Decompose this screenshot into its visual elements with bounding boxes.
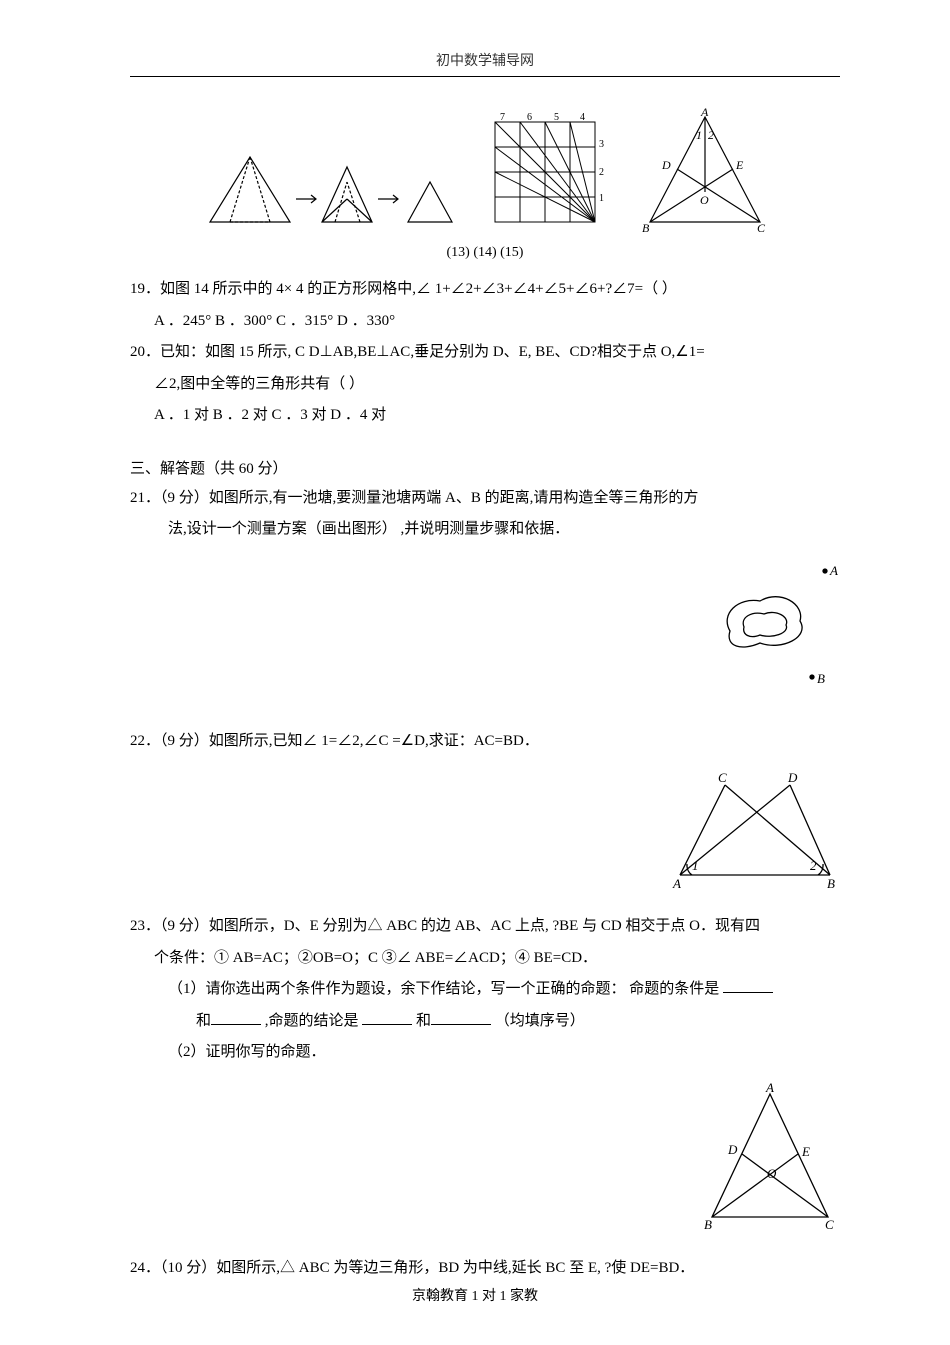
svg-text:3: 3 bbox=[599, 139, 604, 150]
q20-options: A ．1 对 B ．2 对 C ．3 对 D ．4 对 bbox=[130, 403, 840, 429]
svg-text:5: 5 bbox=[554, 112, 559, 123]
blank-3 bbox=[362, 1010, 412, 1025]
svg-text:6: 6 bbox=[527, 112, 532, 123]
q23-l3a: （1）请你选出两个条件作为题设，余下作结论，写一个正确的命题： 命题的条件是 bbox=[168, 981, 723, 997]
blank-1 bbox=[723, 978, 773, 993]
figure-23: A B C D E O bbox=[700, 1082, 840, 1232]
page-header: 初中数学辅导网 bbox=[130, 50, 840, 70]
q19-stem: 19．如图 14 所示中的 4× 4 的正方形网格中,∠ 1+∠2+∠3+∠4+… bbox=[130, 277, 840, 303]
q23-line3: （1）请你选出两个条件作为题设，余下作结论，写一个正确的命题： 命题的条件是 bbox=[130, 977, 840, 1003]
svg-text:C: C bbox=[825, 1217, 834, 1232]
blank-2 bbox=[211, 1010, 261, 1025]
svg-text:1: 1 bbox=[696, 128, 702, 142]
svg-text:O: O bbox=[700, 193, 709, 207]
svg-text:2: 2 bbox=[810, 858, 817, 873]
q21-line2: 法,设计一个测量方案（画出图形） ,并说明测量步骤和依据． bbox=[130, 517, 840, 543]
svg-text:A: A bbox=[765, 1082, 774, 1095]
svg-text:B: B bbox=[817, 671, 825, 686]
svg-text:7: 7 bbox=[500, 112, 505, 123]
svg-text:A: A bbox=[829, 563, 838, 578]
svg-text:C: C bbox=[718, 770, 727, 785]
q23-line1: 23．（9 分）如图所示，D、E 分别为△ ABC 的边 AB、AC 上点, ?… bbox=[130, 914, 840, 940]
svg-text:B: B bbox=[827, 876, 835, 890]
figure-21: A B bbox=[710, 559, 840, 689]
q20-stem-1: 20．已知：如图 15 所示, C D⊥AB,BE⊥AC,垂足分别为 D、E, … bbox=[130, 340, 840, 366]
figure-13 bbox=[200, 127, 460, 237]
svg-text:2: 2 bbox=[708, 128, 714, 142]
figure-15: A B C D E O 1 2 bbox=[640, 107, 770, 237]
svg-text:1: 1 bbox=[599, 193, 604, 204]
header-underline bbox=[130, 76, 840, 77]
svg-text:A: A bbox=[700, 107, 709, 119]
q23-line2: 个条件：① AB=AC；②OB=O；C ③∠ ABE=∠ACD；④ BE=CD． bbox=[130, 946, 840, 972]
q23-line4: （2）证明你写的命题． bbox=[130, 1040, 840, 1066]
q20-stem-2: ∠2,图中全等的三角形共有（ ） bbox=[130, 372, 840, 398]
svg-text:2: 2 bbox=[599, 167, 604, 178]
page-footer: 京翰教育 1 对 1 家教 bbox=[0, 1285, 950, 1305]
svg-text:D: D bbox=[661, 158, 671, 172]
svg-text:1: 1 bbox=[692, 858, 699, 873]
svg-text:C: C bbox=[757, 221, 766, 235]
svg-text:B: B bbox=[642, 221, 650, 235]
svg-text:E: E bbox=[735, 158, 744, 172]
svg-text:D: D bbox=[727, 1142, 738, 1157]
figure-22: A B C D 1 2 bbox=[670, 770, 840, 890]
figure-14: 7 6 5 4 3 2 1 bbox=[480, 107, 620, 237]
figures-caption: (13) (14) (15) bbox=[130, 245, 840, 261]
q23-line3b: 和 ,命题的结论是 和 （均填序号） bbox=[130, 1009, 840, 1035]
svg-text:4: 4 bbox=[580, 112, 585, 123]
svg-text:D: D bbox=[787, 770, 798, 785]
q23-l3e: （均填序号） bbox=[495, 1013, 585, 1029]
section-3-title: 三、解答题（共 60 分） bbox=[130, 457, 840, 478]
svg-text:A: A bbox=[672, 876, 681, 890]
q23-l3d: 和 bbox=[416, 1013, 431, 1029]
svg-text:B: B bbox=[704, 1217, 712, 1232]
q21-line1: 21．（9 分）如图所示,有一池塘,要测量池塘两端 A、B 的距离,请用构造全等… bbox=[130, 486, 840, 512]
q23-l3c: ,命题的结论是 bbox=[265, 1013, 363, 1029]
q22-stem: 22．（9 分）如图所示,已知∠ 1=∠2,∠C =∠D,求证：AC=BD． bbox=[130, 729, 840, 755]
svg-text:O: O bbox=[767, 1166, 777, 1181]
q23-l3b: 和 bbox=[196, 1013, 211, 1029]
blank-4 bbox=[431, 1010, 491, 1025]
figures-row: 7 6 5 4 3 2 1 A B C D E O 1 2 bbox=[130, 107, 840, 237]
svg-text:E: E bbox=[801, 1144, 810, 1159]
q24-stem: 24．（10 分）如图所示,△ ABC 为等边三角形，BD 为中线,延长 BC … bbox=[130, 1256, 840, 1282]
q19-options: A ．245° B ．300° C ．315° D ．330° bbox=[130, 309, 840, 335]
